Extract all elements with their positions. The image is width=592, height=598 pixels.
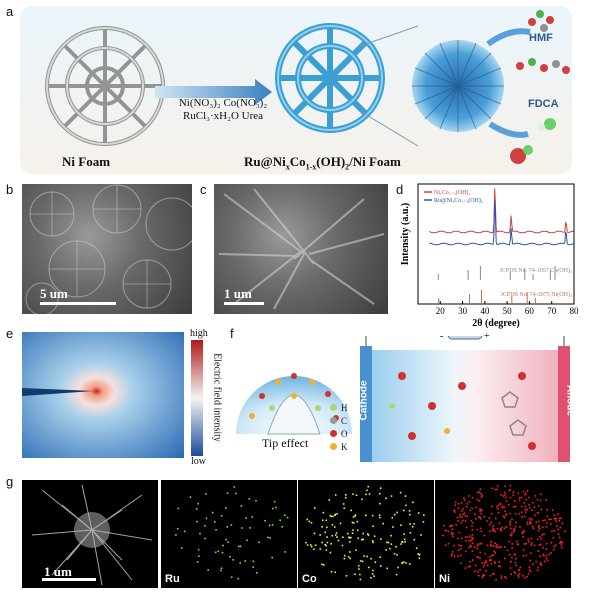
panel-d-label: d: [396, 182, 404, 197]
eds-map-co: Co: [298, 480, 434, 588]
scale-label: 1 um: [44, 564, 72, 579]
circuit-wire: [365, 336, 565, 346]
x-tick-label: 30: [458, 306, 468, 316]
hmf-molecule: [528, 10, 554, 32]
legend-o: O: [330, 428, 348, 441]
tip-effect-schematic: [236, 336, 570, 462]
colorbar: [191, 340, 203, 456]
panel-f-label: f: [230, 326, 234, 341]
fdca-label: FDCA: [528, 98, 559, 110]
x-tick-label: 80: [570, 306, 580, 316]
minus-sign: -: [440, 331, 444, 342]
x-tick-label: 40: [480, 306, 490, 316]
anode-label: Anode: [564, 384, 576, 417]
xrd-chart: 20 30 40 50 60 70 80 2θ (degree) Intensity (a.u.…: [400, 183, 580, 329]
colorbar-low: low: [191, 456, 206, 467]
hmf-molecules-cell: [501, 391, 527, 436]
scale-bar: [42, 578, 96, 581]
reagents-line-1: Ni(NO₃)₂ Co(NO₃)₂: [178, 97, 268, 109]
eds-co-label: Co: [302, 573, 317, 585]
reagent-list: Ni(NO₃)₂ Co(NO₃)₂ RuCl₃·xH₂O Urea: [163, 97, 283, 123]
anode-electrode: [558, 346, 570, 462]
xrd-series-line: [428, 188, 574, 234]
legend-k: K: [330, 441, 348, 454]
plus-sign: +: [484, 331, 490, 342]
reaction-arrow: [155, 79, 272, 105]
battery: [447, 336, 483, 340]
scale-bar: [40, 302, 116, 305]
legend-h: H: [330, 402, 348, 415]
scale-label: 1 um: [224, 286, 252, 301]
ni-foam-label: Ni Foam: [62, 154, 111, 169]
scale-bar: [224, 302, 264, 305]
product-label: Ru@NixCo1-x(OH)2/Ni Foam: [244, 154, 401, 172]
legend-entry: NiₓCo₁₋ₓ(OH)₂: [434, 189, 471, 196]
eds-ni-label: Ni: [439, 573, 450, 585]
reference-label: JCPDS No. 74-2075 Ni(OH)₂: [501, 291, 572, 298]
colorbar-high: high: [190, 328, 208, 339]
x-tick-label: 50: [503, 306, 513, 316]
x-axis-label: 2θ (degree): [472, 318, 520, 329]
panel-c-label: c: [200, 182, 207, 197]
sem-image-high-mag: 1 um: [214, 184, 388, 314]
legend-entry: Ru@NiₓCo₁₋ₓ(OH)₂: [434, 197, 483, 204]
curved-arrow-oh: [488, 121, 529, 138]
xrd-series-line: [429, 200, 574, 246]
y-axis-label: Intensity (a.u.): [400, 203, 411, 266]
sem-image-low-mag: 5 um: [22, 184, 192, 314]
panel-g-label: g: [6, 474, 14, 489]
schematic-illustration: [45, 10, 570, 164]
atom-legend: H C O K: [330, 402, 348, 454]
plot-frame: [417, 183, 575, 305]
hydroxide-molecules: [510, 118, 556, 164]
scale-label: 5 um: [40, 286, 68, 301]
colorbar-title: Electric field intensity: [211, 353, 223, 442]
x-tick-label: 60: [525, 306, 535, 316]
tip-effect-label: Tip effect: [262, 436, 309, 450]
tip-shape: [22, 388, 94, 396]
hmf-label: HMF: [529, 32, 553, 44]
reference-label: JCPDS No. 74-1057 Co(OH)₂: [500, 267, 572, 274]
migrating-ions: [389, 372, 536, 450]
x-tick-label: 70: [547, 306, 557, 316]
haadf-image: 1 um: [22, 480, 158, 588]
reagents-line-2: RuCl₃·xH₂O Urea: [182, 110, 264, 122]
eds-ru-label: Ru: [165, 573, 180, 585]
panel-a-label: a: [6, 4, 14, 19]
electric-field-map: [22, 332, 184, 458]
cathode-label: Cathode: [358, 380, 370, 421]
panel-b-label: b: [6, 182, 14, 197]
cathode-electrode: [360, 346, 372, 462]
fdca-molecule: [516, 58, 570, 74]
panel-e-label: e: [6, 326, 14, 341]
zoom-lines: [359, 25, 419, 147]
curved-arrow-hmf: [486, 28, 531, 47]
legend-c: C: [330, 415, 348, 428]
eds-map-ni: Ni: [435, 480, 571, 588]
x-tick-label: 20: [436, 306, 446, 316]
eds-map-ru: Ru: [161, 480, 297, 588]
